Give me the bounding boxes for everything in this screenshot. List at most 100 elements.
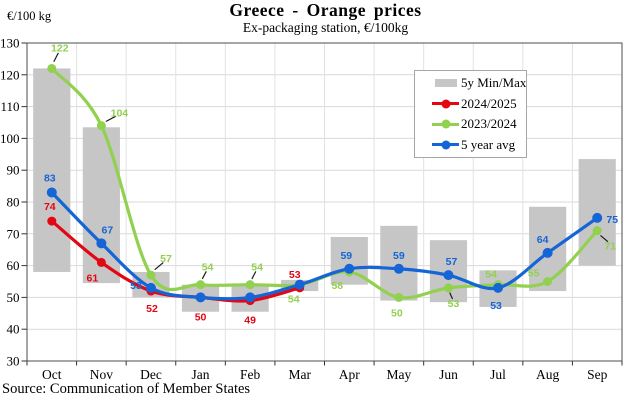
legend-item-2023-2024: 2023/2024 — [415, 115, 526, 134]
blue-line-swatch — [432, 140, 459, 150]
label-leader-line — [154, 262, 164, 271]
legend-item-2024-2025: 2024/2025 — [415, 94, 526, 113]
value-label-2023-2024-jan: 54 — [202, 262, 214, 274]
value-label-2023-2024-apr: 58 — [331, 280, 343, 292]
legend-item-minmax: 5y Min/Max — [415, 74, 526, 93]
y-tick-label: 60 — [7, 258, 20, 273]
minmax-bar-may — [380, 225, 418, 301]
value-label-5-year-avg-may: 59 — [393, 250, 405, 262]
label-leader-line — [53, 52, 59, 62]
label-leader-line — [449, 292, 454, 300]
y-tick-label: 130 — [0, 36, 20, 51]
series-2023-2024-point-jan — [196, 280, 206, 290]
label-leader-line — [251, 271, 257, 280]
series-2023-2024-point-dec — [146, 270, 156, 280]
series-5-year-avg-point-jul — [493, 282, 504, 293]
value-label-2023-2024-feb: 54 — [251, 262, 263, 274]
minmax-bar-swatch — [432, 79, 459, 88]
value-label-2023-2024-jun: 53 — [448, 298, 460, 310]
y-tick-label: 120 — [0, 67, 20, 82]
x-axis-month-label: Apr — [339, 367, 360, 382]
series-2024-2025-point-oct — [47, 216, 57, 226]
value-label-2023-2024-aug: 55 — [528, 268, 540, 280]
value-label-2024-2025-feb: 49 — [244, 315, 256, 327]
value-label-2023-2024-mar: 54 — [288, 294, 300, 306]
x-axis-month-label: Nov — [90, 367, 113, 382]
value-label-5-year-avg-nov: 67 — [102, 224, 114, 236]
plot-frame — [26, 42, 623, 362]
value-label-2024-2025-oct: 74 — [44, 201, 56, 213]
series-5-year-avg-point-apr — [344, 263, 355, 274]
series-2023-2024-point-aug — [543, 277, 553, 286]
value-label-2023-2024-dec: 57 — [160, 253, 172, 265]
x-axis-month-label: Jul — [490, 367, 506, 382]
series-2024-2025-point-nov — [96, 257, 106, 267]
y-tick-label: 80 — [7, 195, 20, 210]
x-axis-month-label: Jan — [192, 367, 210, 382]
value-label-5-year-avg-oct: 83 — [44, 172, 56, 184]
series-5-year-avg-point-dec — [145, 282, 156, 293]
x-axis-month-label: Sep — [587, 367, 608, 382]
series-5-year-avg-point-may — [393, 263, 404, 274]
minmax-bar-sep — [578, 159, 616, 266]
x-axis-month-label: Dec — [140, 367, 162, 382]
y-tick-label: 30 — [7, 354, 20, 369]
label-leader-line — [600, 234, 609, 243]
series-2023-2024-point-feb — [245, 280, 255, 290]
series-5-year-avg-point-aug — [542, 247, 553, 258]
value-label-5-year-avg-aug: 64 — [537, 234, 549, 246]
legend-item-label: 2023/2024 — [461, 116, 517, 132]
value-label-2023-2024-nov: 104 — [111, 108, 129, 120]
series-2023-2024-point-may — [394, 292, 404, 302]
series-2023-2024-point-nov — [96, 121, 106, 131]
value-label-2024-2025-mar: 53 — [289, 269, 301, 281]
value-label-2024-2025-jan: 50 — [195, 311, 207, 323]
series-5-year-avg-point-oct — [46, 187, 57, 198]
green-line-swatch — [432, 119, 459, 129]
y-tick-label: 40 — [7, 322, 20, 337]
y-tick-label: 70 — [7, 226, 20, 241]
legend-box: 5y Min/Max 2024/2025 2023/2024 5 year av… — [414, 70, 527, 158]
legend-item-label: 2024/2025 — [461, 95, 517, 111]
y-axis-unit-label: €/100 kg — [7, 9, 52, 23]
series-2023-2024-point-sep — [592, 226, 602, 236]
value-label-2023-2024-jul: 54 — [485, 269, 497, 281]
series-5-year-avg-point-jan — [195, 292, 206, 303]
x-axis-month-label: Oct — [42, 367, 62, 382]
label-leader-line — [105, 115, 117, 123]
value-label-2024-2025-nov: 61 — [87, 272, 99, 284]
value-label-5-year-avg-jul: 53 — [490, 300, 502, 312]
red-line-swatch — [432, 99, 459, 109]
series-5-year-avg-point-jun — [443, 270, 454, 281]
value-label-5-year-avg-apr: 59 — [340, 250, 352, 262]
legend-item-label: 5 year avg — [461, 136, 516, 152]
minmax-bar-oct — [33, 68, 71, 272]
x-axis-month-label: Feb — [240, 367, 261, 382]
series-2023-2024-point-jun — [443, 283, 453, 293]
y-tick-label: 90 — [7, 163, 20, 178]
y-tick-label: 50 — [7, 290, 20, 305]
value-label-5-year-avg-sep: 75 — [606, 214, 618, 226]
y-tick-label: 110 — [0, 99, 19, 114]
series-5-year-avg-point-feb — [245, 292, 256, 303]
value-label-5-year-avg-dec: 53 — [130, 280, 142, 292]
value-label-2023-2024-oct: 122 — [51, 42, 69, 54]
x-axis-month-label: Mar — [288, 367, 311, 382]
y-tick-label: 100 — [0, 131, 20, 146]
legend-item-label: 5y Min/Max — [461, 75, 527, 91]
x-axis-month-label: May — [387, 367, 412, 382]
value-label-2023-2024-sep: 71 — [604, 241, 616, 253]
series-5-year-avg-point-sep — [592, 212, 603, 223]
value-label-5-year-avg-jun: 57 — [446, 256, 458, 268]
label-leader-line — [201, 271, 207, 280]
legend-item-5yr-avg: 5 year avg — [415, 135, 526, 154]
series-2023-2024-point-oct — [47, 63, 57, 73]
x-axis-month-label: Aug — [536, 367, 559, 382]
source-note: Source: Communication of Member States — [2, 381, 251, 397]
value-label-2023-2024-may: 50 — [391, 307, 403, 319]
series-5-year-avg-point-mar — [294, 279, 305, 290]
series-5-year-avg-point-nov — [96, 238, 107, 249]
x-axis-month-label: Jun — [439, 367, 458, 382]
